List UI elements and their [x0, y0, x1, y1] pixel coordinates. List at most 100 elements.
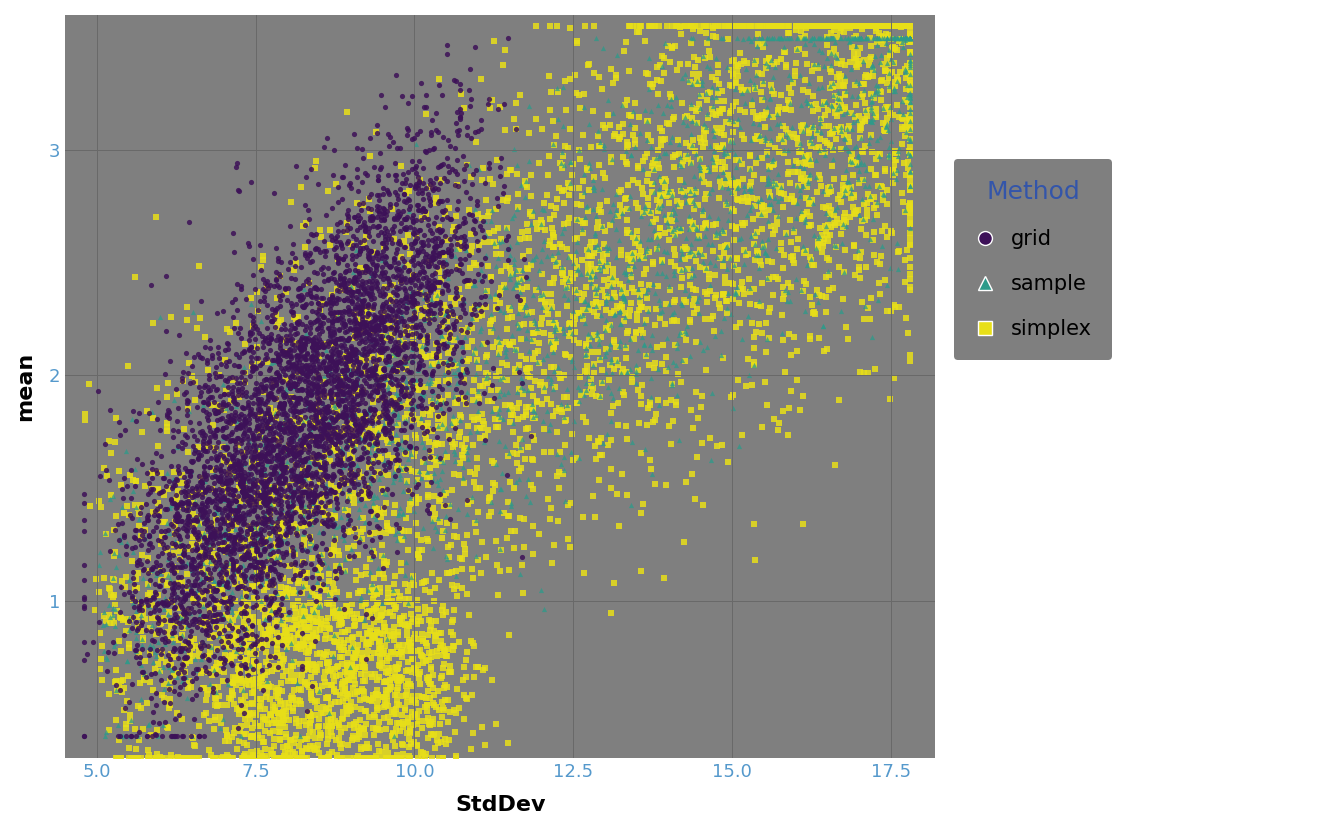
Point	[324, 486, 345, 499]
Point	[251, 356, 273, 369]
Point	[300, 286, 321, 300]
Point	[521, 429, 543, 442]
Point	[372, 561, 394, 574]
Point	[208, 398, 230, 411]
Point	[337, 623, 359, 637]
Point	[185, 488, 207, 501]
Point	[550, 156, 571, 169]
Point	[194, 461, 215, 474]
Point	[384, 740, 406, 753]
Point	[99, 610, 121, 623]
Point	[425, 629, 446, 642]
Point	[340, 369, 362, 382]
Point	[812, 237, 833, 250]
Point	[512, 550, 534, 564]
Point	[445, 74, 466, 87]
Point	[319, 387, 340, 400]
Point	[368, 193, 390, 207]
Point	[899, 70, 921, 83]
Point	[489, 410, 511, 423]
Point	[266, 642, 288, 656]
Point	[391, 340, 413, 354]
Point	[386, 722, 407, 735]
Point	[218, 691, 239, 705]
Point	[185, 671, 207, 685]
Point	[410, 124, 431, 138]
Point	[894, 156, 915, 169]
Point	[380, 278, 402, 291]
Point	[810, 20, 832, 33]
Point	[228, 513, 250, 526]
Point	[569, 88, 590, 101]
Point	[301, 377, 323, 390]
Point	[683, 67, 704, 81]
Point	[173, 603, 195, 617]
Point	[899, 237, 921, 250]
Point	[172, 556, 194, 569]
Point	[550, 371, 571, 384]
Point	[130, 608, 152, 622]
Point	[375, 722, 396, 735]
Point	[599, 358, 621, 371]
Point	[841, 41, 863, 54]
Point	[753, 77, 774, 90]
Point	[129, 651, 151, 664]
Point	[230, 331, 251, 344]
Point	[501, 211, 523, 224]
Point	[375, 208, 396, 222]
Point	[751, 67, 773, 81]
Point	[749, 294, 770, 307]
Point	[683, 169, 704, 183]
Point	[796, 31, 817, 44]
Point	[649, 222, 671, 235]
Point	[337, 285, 359, 298]
Point	[472, 211, 493, 224]
Point	[327, 405, 348, 418]
Point	[336, 223, 358, 237]
Point	[866, 109, 887, 122]
Point	[180, 607, 202, 620]
Point	[358, 479, 379, 492]
Point	[327, 412, 348, 425]
Point	[265, 466, 286, 480]
Point	[355, 325, 376, 339]
Point	[276, 293, 297, 306]
Point	[876, 304, 898, 317]
Point	[422, 310, 444, 324]
Point	[401, 680, 422, 693]
Point	[241, 467, 262, 481]
Point	[316, 489, 337, 502]
Point	[258, 658, 280, 671]
Point	[340, 280, 362, 293]
Point	[429, 72, 450, 85]
Point	[446, 178, 468, 191]
Point	[331, 410, 352, 423]
Point	[450, 240, 472, 253]
Point	[211, 571, 233, 584]
Point	[368, 200, 390, 213]
Point	[294, 752, 316, 765]
Point	[269, 353, 290, 366]
Point	[696, 295, 718, 309]
Point	[383, 326, 405, 339]
Point	[195, 378, 216, 392]
Point	[378, 662, 399, 675]
Point	[187, 559, 208, 572]
Point	[638, 51, 660, 65]
Point	[257, 356, 278, 369]
Point	[317, 429, 339, 442]
Point	[349, 324, 371, 337]
Point	[450, 266, 472, 280]
Point	[899, 103, 921, 116]
Point	[718, 20, 739, 33]
Point	[775, 60, 797, 73]
Point	[371, 266, 392, 280]
Point	[575, 316, 597, 330]
Point	[860, 162, 882, 175]
Point	[808, 20, 829, 33]
Point	[433, 701, 454, 715]
Point	[694, 122, 715, 135]
Point	[866, 20, 887, 33]
Point	[328, 544, 349, 558]
Point	[304, 709, 325, 722]
